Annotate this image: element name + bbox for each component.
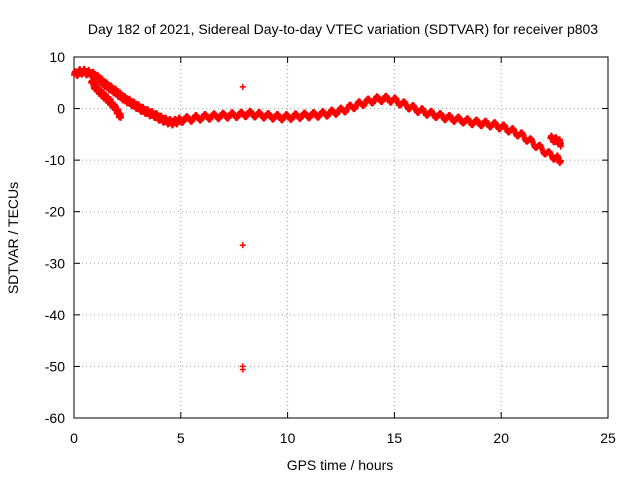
plot-frame	[73, 56, 609, 419]
x-tick-label: 20	[493, 430, 509, 446]
chart-title: Day 182 of 2021, Sidereal Day-to-day VTE…	[88, 21, 598, 37]
data-point	[558, 157, 565, 164]
data-point	[117, 114, 124, 121]
tick-labels: 0 5 10 15 20 25 -60 -50 -40 -30 -20 -10 0 10	[45, 49, 616, 446]
x-tick-label: 15	[387, 430, 403, 446]
outlier-point	[239, 83, 246, 90]
data-points	[71, 65, 565, 373]
outlier-point	[239, 242, 246, 249]
x-tick-label: 0	[70, 430, 78, 446]
x-tick-label: 10	[280, 430, 296, 446]
y-tick-label: -30	[45, 255, 65, 271]
x-axis-label: GPS time / hours	[287, 457, 394, 473]
x-tick-label: 5	[177, 430, 185, 446]
y-tick-label: -40	[45, 307, 65, 323]
outlier-point	[239, 366, 246, 373]
y-tick-label: 10	[49, 49, 65, 65]
y-axis-label: SDTVAR / TECUs	[5, 182, 21, 294]
ticks	[73, 56, 609, 419]
x-tick-label: 25	[600, 430, 616, 446]
y-tick-label: 0	[57, 101, 65, 117]
y-tick-label: -50	[45, 358, 65, 374]
y-tick-label: -60	[45, 410, 65, 426]
y-tick-label: -20	[45, 204, 65, 220]
data-point	[558, 140, 565, 147]
y-tick-label: -10	[45, 152, 65, 168]
